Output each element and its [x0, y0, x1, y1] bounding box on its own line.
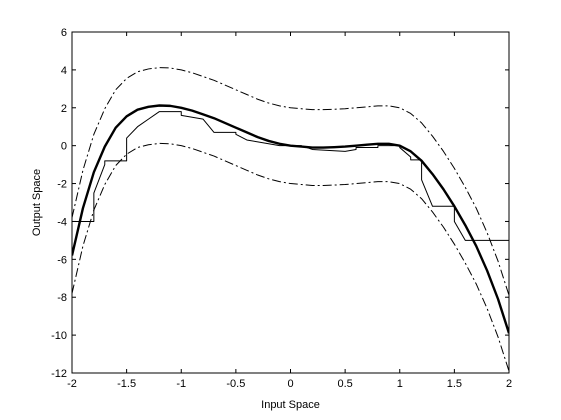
series-upper-bound-line: [72, 67, 509, 296]
y-tick-label: 6: [61, 27, 67, 39]
x-tick-label: 1: [397, 378, 403, 390]
x-tick-label: 2: [506, 378, 512, 390]
x-tick-label: 0.5: [337, 378, 352, 390]
y-tick-label: -8: [57, 292, 67, 304]
y-tick-label: -10: [51, 330, 67, 342]
axes-layer: -2 -1.5 -1 -0.5 0 0.5 1 1.5 2 -12 -10 -8 -6 -4 -2 0 2 4 6: [51, 27, 512, 390]
y-tick-label: 0: [61, 141, 67, 153]
x-tick-label: -0.5: [226, 378, 245, 390]
y-axis-label: Output Space: [31, 169, 43, 236]
series-layer: [72, 67, 509, 372]
y-tick-label: -6: [57, 254, 67, 266]
x-tick-label: 0: [287, 378, 293, 390]
x-tick-label: -1.5: [117, 378, 136, 390]
x-tick-label: -1: [176, 378, 186, 390]
plot-area: [72, 32, 509, 373]
series-lower-bound-line: [72, 142, 509, 372]
y-tick-label: 2: [61, 103, 67, 115]
x-tick-label: 1.5: [447, 378, 462, 390]
y-tick-label: -12: [51, 368, 67, 380]
y-tick-label: 4: [61, 65, 67, 77]
y-tick-label: -4: [57, 216, 67, 228]
x-tick-label: -2: [67, 378, 77, 390]
plot-background: [72, 32, 509, 373]
x-axis-label: Input Space: [261, 399, 320, 411]
series-staircase-line: [72, 111, 509, 241]
y-tick-label: -2: [57, 179, 67, 191]
